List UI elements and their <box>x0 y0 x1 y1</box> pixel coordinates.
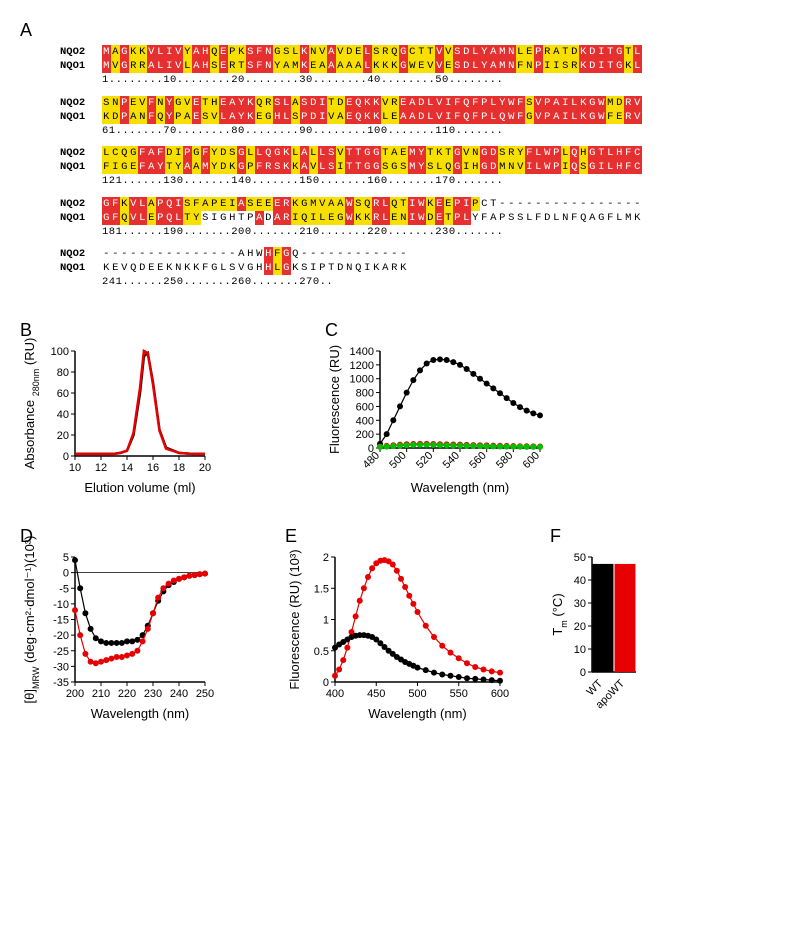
svg-text:80: 80 <box>57 367 69 379</box>
svg-text:520: 520 <box>414 449 435 470</box>
svg-text:500: 500 <box>387 449 408 470</box>
svg-text:30: 30 <box>574 598 586 610</box>
panel-c: C 02004006008001000120014004805005205405… <box>325 320 550 496</box>
svg-text:2: 2 <box>323 552 329 564</box>
panel-c-label: C <box>325 320 550 341</box>
svg-text:210: 210 <box>92 688 110 700</box>
panel-b: B 020406080100101214161820Elution volume… <box>20 320 215 496</box>
svg-text:-15: -15 <box>53 614 69 626</box>
row-bc: B 020406080100101214161820Elution volume… <box>20 320 773 496</box>
svg-text:18: 18 <box>173 462 185 474</box>
svg-text:14: 14 <box>121 462 133 474</box>
svg-text:220: 220 <box>118 688 136 700</box>
svg-text:1: 1 <box>323 614 329 626</box>
svg-text:-5: -5 <box>59 583 69 595</box>
panel-a: A NQO2MAGKKVLIVYAHQEPKSFNGSLKNVAVDELSRQG… <box>20 20 773 290</box>
seq-block-1: NQO2MAGKKVLIVYAHQEPKSFNGSLKNVAVDELSRQGCT… <box>60 45 773 88</box>
svg-text:10: 10 <box>574 644 586 656</box>
chart-f: 01020304050WTapoWTTm (°C) <box>550 547 640 722</box>
svg-text:550: 550 <box>450 688 468 700</box>
svg-text:60: 60 <box>57 388 69 400</box>
seq-block-3: NQO2LCQGFAFDIPGFYDSGLLQGKLALLSVTTGGTAEMY… <box>60 146 773 189</box>
chart-c: 0200400600800100012001400480500520540560… <box>325 341 550 496</box>
svg-text:40: 40 <box>57 409 69 421</box>
svg-text:800: 800 <box>356 387 374 399</box>
svg-text:500: 500 <box>408 688 426 700</box>
svg-text:[θ]MRW (deg·cm²·dmol⁻¹)(10³): [θ]MRW (deg·cm²·dmol⁻¹)(10³) <box>22 535 41 703</box>
svg-text:1000: 1000 <box>350 373 374 385</box>
panel-f-label: F <box>550 526 640 547</box>
svg-text:0.5: 0.5 <box>314 645 329 657</box>
svg-text:600: 600 <box>356 401 374 413</box>
svg-text:540: 540 <box>441 449 462 470</box>
svg-text:240: 240 <box>170 688 188 700</box>
figure: A NQO2MAGKKVLIVYAHQEPKSFNGSLKNVAVDELSRQG… <box>20 20 773 722</box>
svg-text:Wavelength (nm): Wavelength (nm) <box>91 706 190 721</box>
svg-text:0: 0 <box>580 667 586 679</box>
svg-text:1200: 1200 <box>350 359 374 371</box>
seq-block-2: NQO2SNPEVFNYGVETHEAYKQRSLASDITDEQKKVREAD… <box>60 96 773 139</box>
svg-text:0: 0 <box>63 567 69 579</box>
svg-text:1400: 1400 <box>350 346 374 358</box>
panel-a-label: A <box>20 20 32 40</box>
panel-e-label: E <box>285 526 510 547</box>
svg-text:200: 200 <box>66 688 84 700</box>
svg-text:1.5: 1.5 <box>314 583 329 595</box>
svg-text:200: 200 <box>356 429 374 441</box>
panel-d-label: D <box>20 526 215 547</box>
svg-text:450: 450 <box>367 688 385 700</box>
svg-text:Fluorescence (RU): Fluorescence (RU) <box>327 345 342 454</box>
svg-text:12: 12 <box>95 462 107 474</box>
chart-e: 00.511.52400450500550600Wavelength (nm)F… <box>285 547 510 722</box>
seq-block-4: NQO2GFKVLAPQISFAPEIASEEERKGMVAAWSQRLQTIW… <box>60 197 773 240</box>
svg-text:400: 400 <box>356 415 374 427</box>
svg-text:-10: -10 <box>53 598 69 610</box>
seq-block-5: NQO2---------------AHWHFGQ------------ N… <box>60 247 773 290</box>
svg-text:-30: -30 <box>53 661 69 673</box>
svg-text:20: 20 <box>574 621 586 633</box>
svg-text:5: 5 <box>63 552 69 564</box>
svg-text:40: 40 <box>574 575 586 587</box>
svg-text:20: 20 <box>199 462 211 474</box>
svg-text:Absorbance 280nm (RU): Absorbance 280nm (RU) <box>22 337 41 469</box>
svg-text:-25: -25 <box>53 645 69 657</box>
svg-text:580: 580 <box>494 449 515 470</box>
chart-d: -35-30-25-20-15-10-505200210220230240250… <box>20 547 215 722</box>
svg-text:100: 100 <box>51 346 69 358</box>
panel-d: D -35-30-25-20-15-10-5052002102202302402… <box>20 526 215 722</box>
svg-text:230: 230 <box>144 688 162 700</box>
sequence-alignment: NQO2MAGKKVLIVYAHQEPKSFNGSLKNVAVDELSRQGCT… <box>60 45 773 290</box>
svg-text:-20: -20 <box>53 630 69 642</box>
chart-b: 020406080100101214161820Elution volume (… <box>20 341 215 496</box>
svg-text:600: 600 <box>491 688 509 700</box>
panel-b-label: B <box>20 320 215 341</box>
panel-f: F 01020304050WTapoWTTm (°C) <box>550 526 640 722</box>
svg-text:16: 16 <box>147 462 159 474</box>
svg-text:Wavelength (nm): Wavelength (nm) <box>368 706 467 721</box>
svg-text:20: 20 <box>57 430 69 442</box>
svg-text:400: 400 <box>326 688 344 700</box>
svg-text:Tm (°C): Tm (°C) <box>550 593 569 635</box>
row-def: D -35-30-25-20-15-10-5052002102202302402… <box>20 526 773 722</box>
svg-text:600: 600 <box>521 449 542 470</box>
svg-text:250: 250 <box>196 688 214 700</box>
svg-text:Wavelength (nm): Wavelength (nm) <box>411 480 510 495</box>
svg-text:Fluorescence (RU) (10³): Fluorescence (RU) (10³) <box>287 549 302 689</box>
svg-text:10: 10 <box>69 462 81 474</box>
svg-text:480: 480 <box>361 449 382 470</box>
svg-text:Elution volume (ml): Elution volume (ml) <box>84 480 195 495</box>
svg-text:50: 50 <box>574 552 586 564</box>
panel-e: E 00.511.52400450500550600Wavelength (nm… <box>285 526 510 722</box>
svg-text:560: 560 <box>467 449 488 470</box>
